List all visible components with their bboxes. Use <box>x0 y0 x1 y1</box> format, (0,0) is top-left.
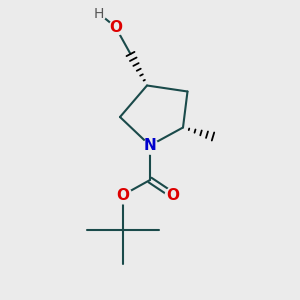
Text: O: O <box>166 188 179 202</box>
Text: N: N <box>144 138 156 153</box>
Text: H: H <box>94 7 104 20</box>
Text: O: O <box>116 188 130 202</box>
Text: O: O <box>109 20 122 34</box>
